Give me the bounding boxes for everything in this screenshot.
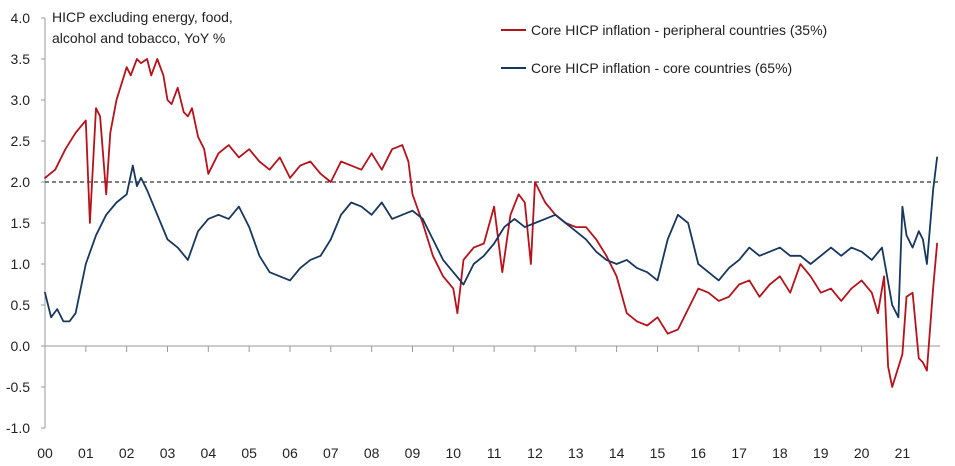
series-layer [44, 58, 938, 388]
x-tick-label: 16 [690, 445, 706, 461]
annotation-line-2: alcohol and tobacco, YoY % [52, 30, 225, 46]
legend-label-core: Core HICP inflation - core countries (65… [531, 60, 792, 76]
x-tick-label: 00 [37, 445, 53, 461]
y-axis: 4.0 3.5 3.0 2.5 2.0 1.5 1.0 0.5 0.0 -0.5 -1.0 [6, 10, 46, 436]
x-tick-label: 13 [568, 445, 584, 461]
x-tick-label: 11 [487, 445, 502, 461]
x-tick-label: 17 [731, 445, 747, 461]
x-tick-label: 03 [160, 445, 176, 461]
x-tick-label: 08 [364, 445, 380, 461]
x-tick-label: 07 [323, 445, 339, 461]
y-tick-label: 3.0 [11, 92, 31, 108]
x-tick-label: 04 [201, 445, 217, 461]
x-tick-label: 10 [446, 445, 462, 461]
x-tick-label: 14 [609, 445, 625, 461]
y-tick-label: 4.0 [11, 10, 31, 26]
x-tick-label: 18 [772, 445, 788, 461]
series-line-core [44, 156, 938, 323]
y-tick-label: 1.0 [11, 256, 31, 272]
x-tick-label: 21 [895, 445, 911, 461]
x-axis: 00 01 02 03 04 05 06 07 08 09 10 11 12 13 14 15 16 17 18 19… [37, 345, 940, 461]
y-tick-label: 0.0 [11, 338, 31, 354]
x-tick-label: 05 [241, 445, 257, 461]
x-tick-label: 02 [119, 445, 135, 461]
x-tick-label: 01 [78, 445, 94, 461]
y-tick-label: -0.5 [6, 379, 30, 395]
y-tick-label: -1.0 [6, 420, 30, 436]
y-tick-label: 3.5 [11, 51, 31, 67]
annotation-line-1: HICP excluding energy, food, [52, 9, 233, 25]
y-tick-label: 1.5 [11, 215, 31, 231]
legend-label-peripheral: Core HICP inflation - peripheral countri… [531, 22, 827, 38]
x-tick-label: 12 [527, 445, 543, 461]
series-line-peripheral [44, 58, 938, 388]
legend: Core HICP inflation - peripheral countri… [501, 22, 827, 76]
x-tick-label: 19 [813, 445, 829, 461]
y-tick-label: 0.5 [11, 297, 31, 313]
x-tick-label: 06 [282, 445, 298, 461]
x-tick-label: 20 [854, 445, 870, 461]
y-tick-label: 2.5 [11, 133, 31, 149]
x-tick-label: 15 [650, 445, 666, 461]
y-tick-label: 2.0 [11, 174, 31, 190]
x-tick-label: 09 [405, 445, 421, 461]
